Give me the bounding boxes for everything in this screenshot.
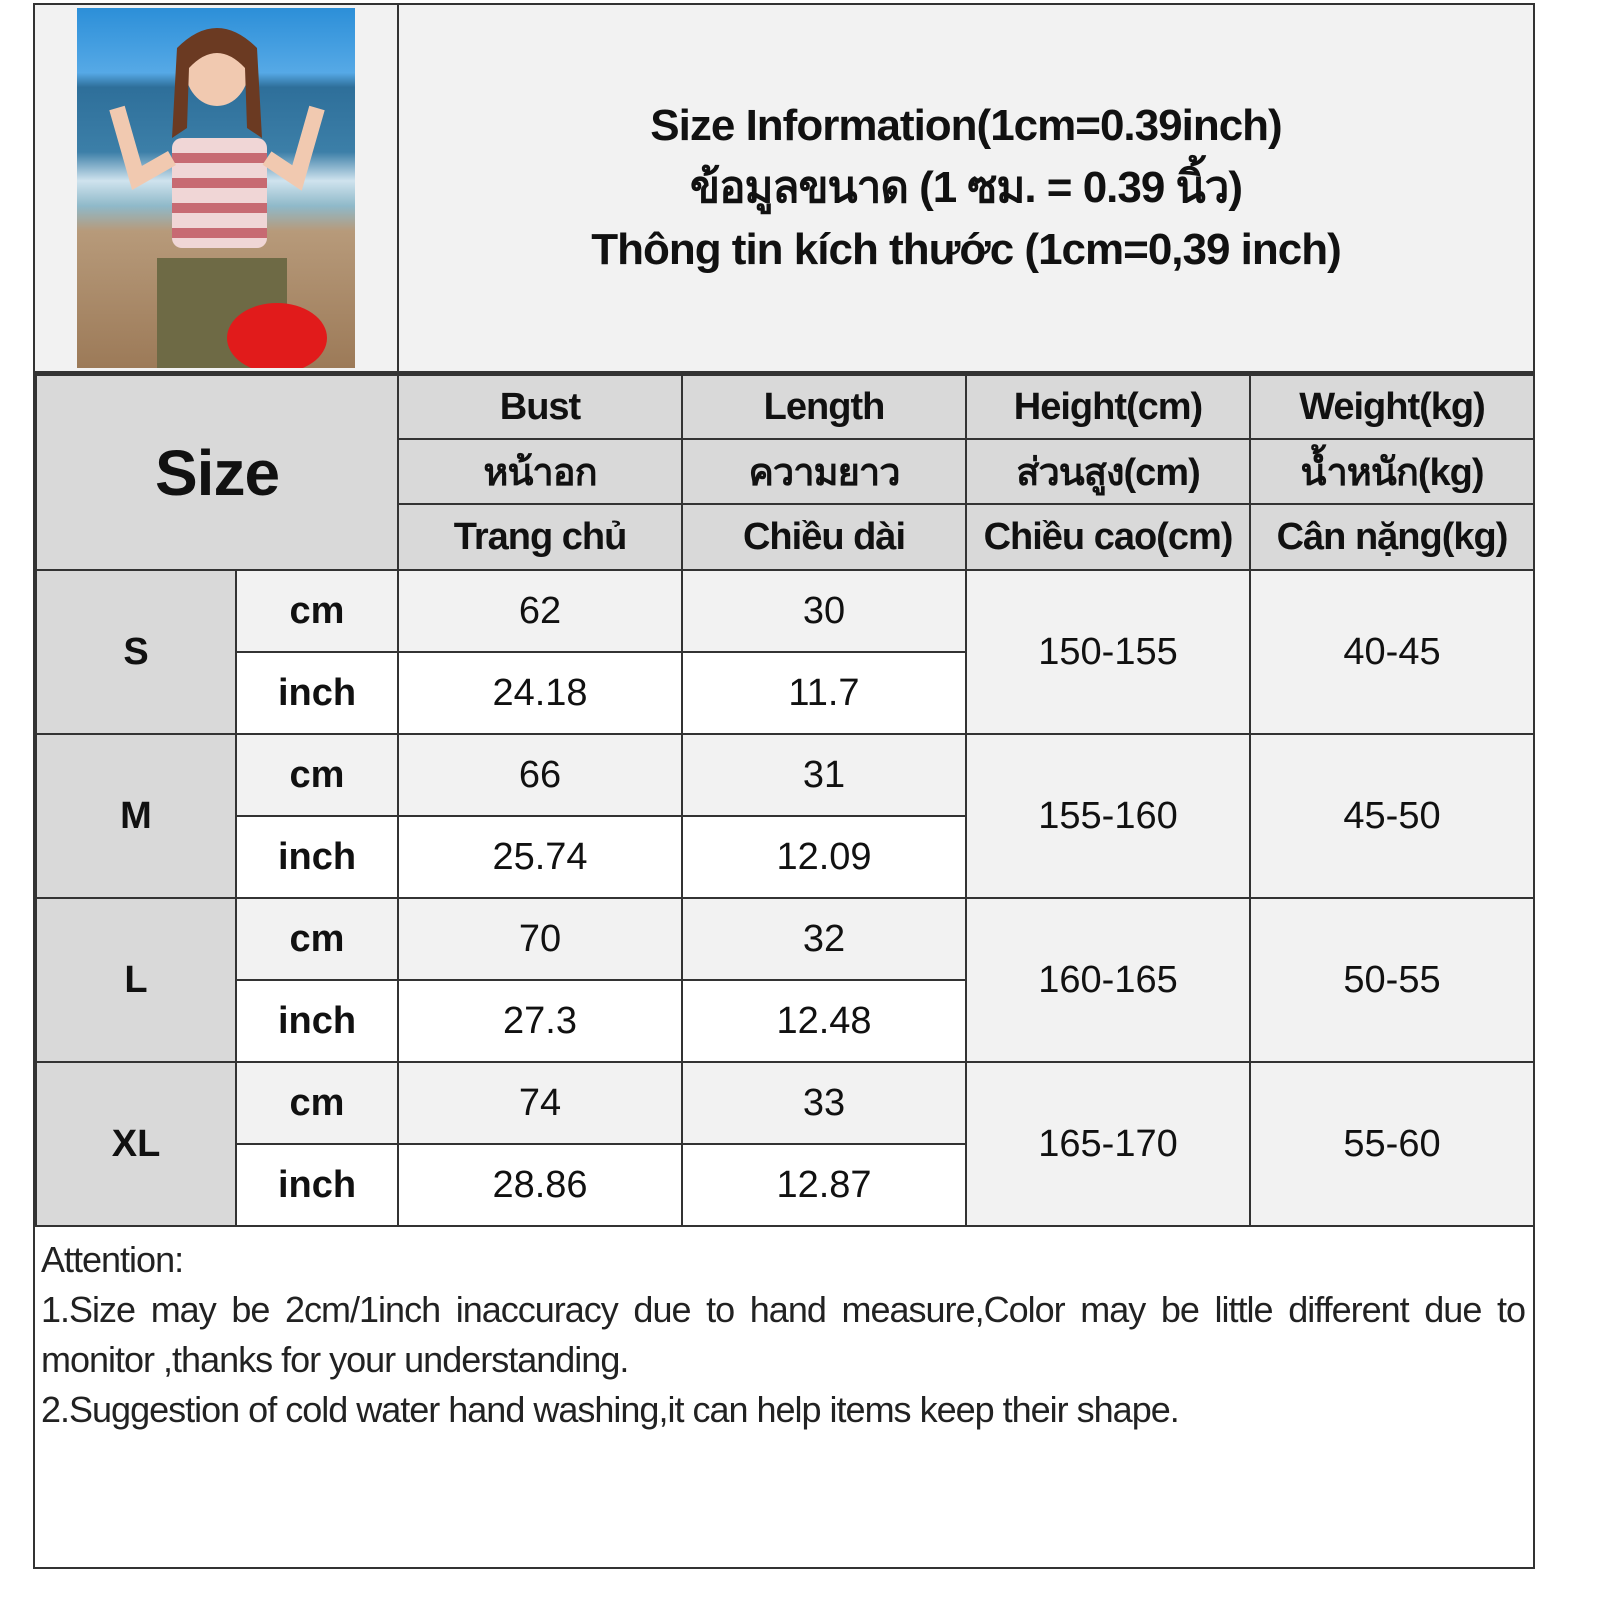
- note-2: 2.Suggestion of cold water hand washing,…: [41, 1389, 1180, 1430]
- header-section: Size Information(1cm=0.39inch) ข้อมูลขนา…: [35, 5, 1533, 374]
- col-header-bust-en: Bust: [397, 374, 683, 440]
- length-cm: 31: [681, 733, 967, 817]
- unit-cm: cm: [235, 897, 399, 981]
- length-cm: 32: [681, 897, 967, 981]
- length-inch: 12.09: [681, 815, 967, 899]
- col-header-length-en: Length: [681, 374, 967, 440]
- title-block: Size Information(1cm=0.39inch) ข้อมูลขนา…: [399, 5, 1533, 371]
- length-cm: 33: [681, 1061, 967, 1145]
- height-range: 155-160: [965, 733, 1251, 899]
- unit-cm: cm: [235, 569, 399, 653]
- bust-cm: 62: [397, 569, 683, 653]
- title-english: Size Information(1cm=0.39inch): [650, 101, 1282, 150]
- table-row-inch: inch 25.74 12.09: [36, 815, 1534, 899]
- bust-inch: 24.18: [397, 651, 683, 735]
- bust-inch: 27.3: [397, 979, 683, 1063]
- size-chart: Size Information(1cm=0.39inch) ข้อมูลขนา…: [33, 3, 1535, 1569]
- unit-inch: inch: [235, 1143, 399, 1227]
- size-label: M: [35, 733, 237, 899]
- bust-inch: 25.74: [397, 815, 683, 899]
- photo-cell: [35, 5, 399, 371]
- unit-inch: inch: [235, 979, 399, 1063]
- title-thai: ข้อมูลขนาด (1 ซม. = 0.39 นิ้ว): [689, 163, 1243, 212]
- height-range: 165-170: [965, 1061, 1251, 1227]
- title-vietnamese: Thông tin kích thước (1cm=0,39 inch): [591, 225, 1342, 274]
- table-row-inch: inch 24.18 11.7: [36, 651, 1534, 735]
- col-header-length-vi: Chiều dài: [681, 503, 967, 571]
- notes-heading: Attention:: [41, 1239, 184, 1280]
- col-header-height-en: Height(cm): [965, 374, 1251, 440]
- weight-range: 45-50: [1249, 733, 1535, 899]
- attention-notes: Attention: 1.Size may be 2cm/1inch inacc…: [41, 1235, 1526, 1435]
- length-inch: 12.87: [681, 1143, 967, 1227]
- size-table: Size Bust Length Height(cm) Weight(kg) ห…: [35, 374, 1535, 1227]
- bust-cm: 74: [397, 1061, 683, 1145]
- col-header-weight-th: น้ำหนัก(kg): [1249, 438, 1535, 505]
- weight-range: 40-45: [1249, 569, 1535, 735]
- col-header-weight-vi: Cân nặng(kg): [1249, 503, 1535, 571]
- col-header-weight-en: Weight(kg): [1249, 374, 1535, 440]
- bust-inch: 28.86: [397, 1143, 683, 1227]
- unit-cm: cm: [235, 733, 399, 817]
- bust-cm: 66: [397, 733, 683, 817]
- table-row-cm: XL cm 74 33 165-170 55-60: [35, 1061, 1535, 1227]
- note-1: 1.Size may be 2cm/1inch inaccuracy due t…: [41, 1289, 1526, 1380]
- unit-cm: cm: [235, 1061, 399, 1145]
- length-inch: 12.48: [681, 979, 967, 1063]
- size-label: XL: [35, 1061, 237, 1227]
- col-header-bust-vi: Trang chủ: [397, 503, 683, 571]
- length-inch: 11.7: [681, 651, 967, 735]
- col-header-bust-th: หน้าอก: [397, 438, 683, 505]
- col-header-height-th: ส่วนสูง(cm): [965, 438, 1251, 505]
- size-label: S: [35, 569, 237, 735]
- height-range: 160-165: [965, 897, 1251, 1063]
- table-row-inch: inch 28.86 12.87: [36, 1143, 1534, 1227]
- size-header: Size: [35, 374, 399, 571]
- height-range: 150-155: [965, 569, 1251, 735]
- product-photo: [77, 8, 355, 368]
- size-label: L: [35, 897, 237, 1063]
- length-cm: 30: [681, 569, 967, 653]
- weight-range: 50-55: [1249, 897, 1535, 1063]
- col-header-height-vi: Chiều cao(cm): [965, 503, 1251, 571]
- table-row-inch: inch 27.3 12.48: [36, 979, 1534, 1063]
- weight-range: 55-60: [1249, 1061, 1535, 1227]
- col-header-length-th: ความยาว: [681, 438, 967, 505]
- bust-cm: 70: [397, 897, 683, 981]
- unit-inch: inch: [235, 651, 399, 735]
- unit-inch: inch: [235, 815, 399, 899]
